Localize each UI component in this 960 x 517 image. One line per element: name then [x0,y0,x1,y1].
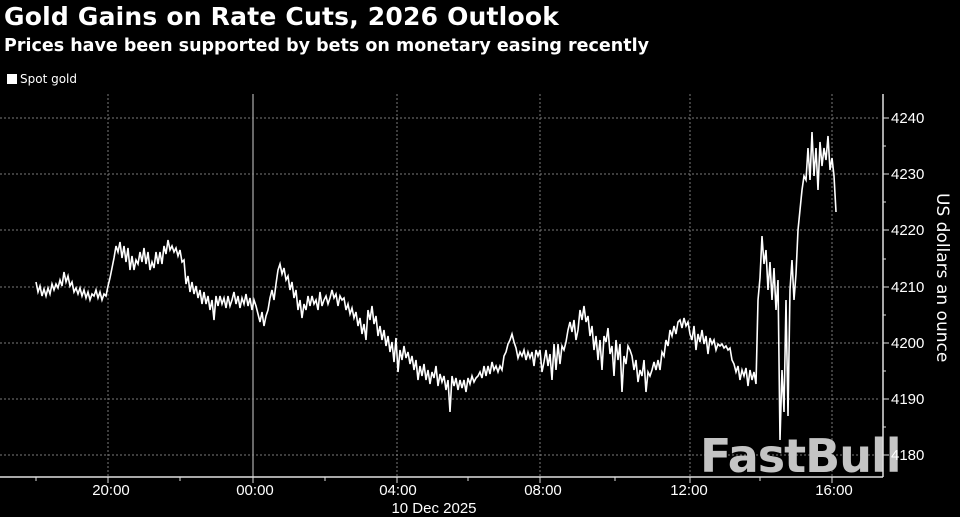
x-tick-0400: 04:00 [379,482,417,499]
legend: Spot gold [7,72,77,86]
x-tick-1200: 12:00 [670,482,708,499]
legend-swatch-spot-gold [7,74,17,84]
y-axis-labels: 4240 4230 4220 4210 4200 4190 4180 [891,110,924,464]
watermark-logo: FastBull [700,429,900,483]
x-tick-2000: 20:00 [92,482,130,499]
x-tick-1600: 16:00 [815,482,853,499]
y-axis-ticks [883,117,889,456]
y-tick-4200: 4200 [891,335,924,352]
legend-label-spot-gold: Spot gold [20,72,78,86]
chart-title: Gold Gains on Rate Cuts, 2026 Outlook [4,2,560,31]
spot-gold-line [35,131,837,441]
chart-subtitle: Prices have been supported by bets on mo… [4,36,649,56]
x-axis-ticks [35,477,833,483]
y-gridlines [0,117,880,456]
y-tick-4220: 4220 [891,222,924,239]
x-gridlines [107,94,833,477]
y-tick-4190: 4190 [891,391,924,408]
axis-frame [0,94,884,478]
x-axis-labels: 20:00 00:00 04:00 08:00 12:00 16:00 10 D… [92,482,853,517]
x-tick-0800: 08:00 [524,482,562,499]
y-tick-4240: 4240 [891,110,924,127]
y-tick-4230: 4230 [891,166,924,183]
x-tick-0000: 00:00 [236,482,274,499]
y-tick-4180: 4180 [891,447,924,464]
x-date-label: 10 Dec 2025 [391,500,476,517]
y-axis-title: US dollars an ounce [932,193,952,362]
y-tick-4210: 4210 [891,279,924,296]
